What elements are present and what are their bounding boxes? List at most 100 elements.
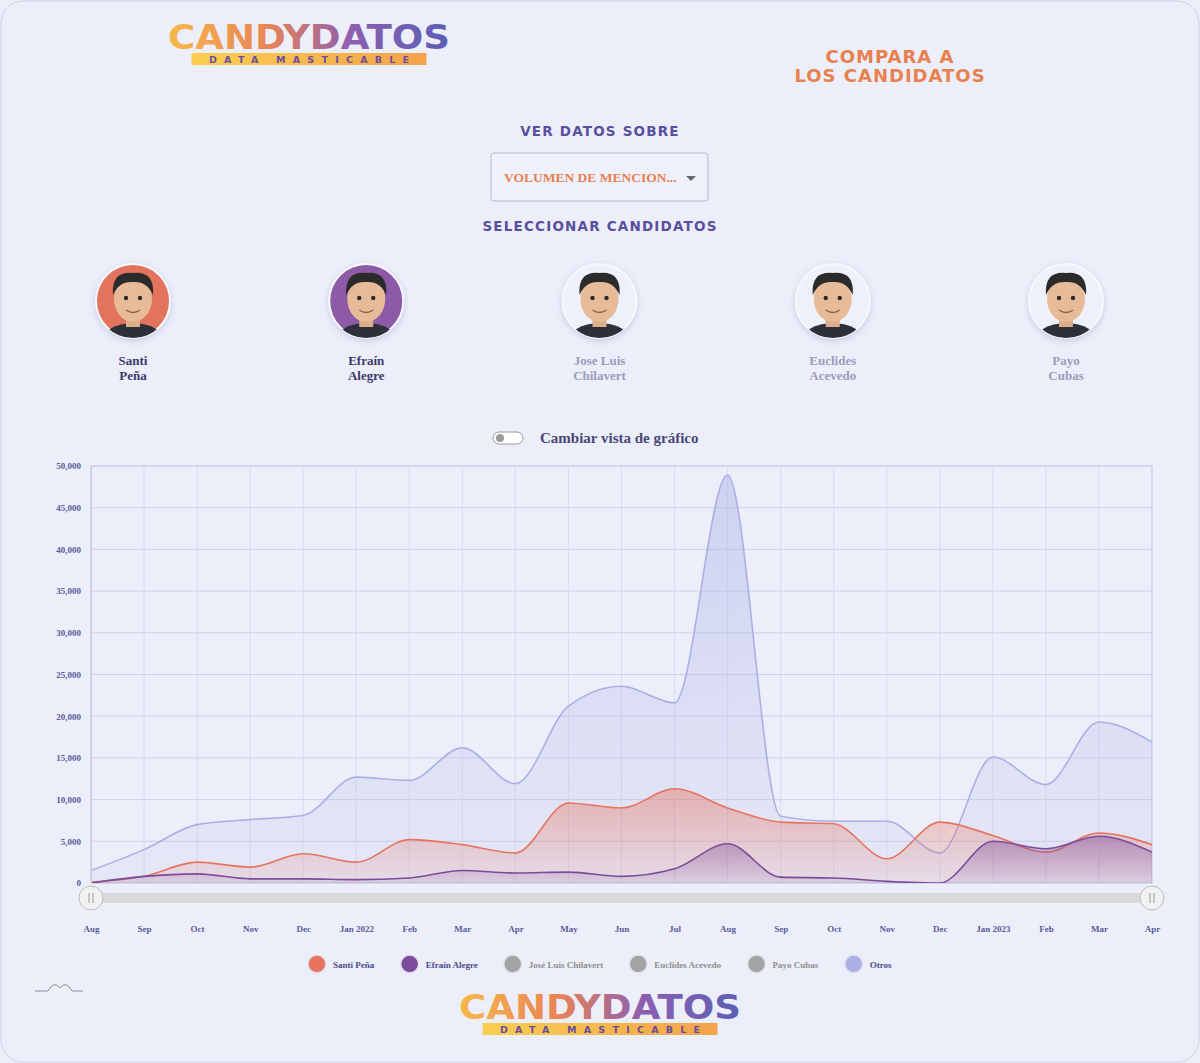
handle-grip[interactable] bbox=[1150, 893, 1151, 903]
legend-label[interactable]: Euclides Acevedo bbox=[654, 960, 721, 970]
legend-swatch[interactable] bbox=[629, 955, 647, 973]
legend-item[interactable]: José Luis Chilavert bbox=[504, 955, 604, 973]
candidate-circle[interactable] bbox=[1029, 264, 1103, 338]
dropdown[interactable]: VOLUMEN DE MENCION... bbox=[491, 153, 708, 201]
candidate-name[interactable]: EfraínAlegre bbox=[348, 353, 385, 383]
legend-item[interactable]: Efraín Alegre bbox=[401, 955, 478, 973]
candidate-circle[interactable] bbox=[563, 264, 637, 338]
legend-item[interactable]: Santi Peña bbox=[308, 955, 375, 973]
legend-label[interactable]: Payo Cubas bbox=[773, 960, 819, 970]
avatar-eye bbox=[604, 296, 608, 300]
legend-item[interactable]: Payo Cubas bbox=[748, 955, 819, 973]
x-tick: Feb bbox=[1039, 918, 1054, 934]
legend-swatch[interactable] bbox=[504, 955, 522, 973]
handle-grip[interactable] bbox=[93, 893, 94, 903]
x-tick: Oct bbox=[827, 918, 841, 934]
dropdown-arrow[interactable] bbox=[686, 176, 696, 181]
handle-knob[interactable] bbox=[1140, 886, 1164, 910]
candidate-name[interactable]: Jose LuisChilavert bbox=[573, 353, 626, 383]
legend-swatch[interactable] bbox=[401, 955, 419, 973]
avatar-eye bbox=[371, 296, 375, 300]
view-toggle[interactable]: Cambiar vista de gráfico bbox=[493, 430, 698, 446]
logo-band bbox=[192, 53, 427, 65]
toggle-track[interactable] bbox=[493, 432, 523, 444]
slider-handle[interactable] bbox=[79, 886, 103, 910]
x-tick-label: Mar bbox=[454, 924, 471, 934]
legend-label[interactable]: Otros bbox=[870, 960, 892, 970]
legend-item[interactable]: Otros bbox=[845, 955, 892, 973]
avatar[interactable] bbox=[334, 273, 398, 363]
x-tick-label: Apr bbox=[508, 924, 524, 934]
page-background bbox=[1, 1, 1199, 1062]
axis-line bbox=[91, 467, 92, 884]
avatar-eye bbox=[1071, 296, 1075, 300]
y-tick-label: 10,000 bbox=[56, 795, 81, 805]
avatar[interactable] bbox=[801, 273, 865, 363]
candidate-circle[interactable] bbox=[329, 264, 403, 338]
x-tick: Feb bbox=[403, 918, 418, 934]
avatar[interactable] bbox=[1034, 273, 1098, 363]
grid-line bbox=[939, 466, 940, 883]
x-tick: Mar bbox=[1091, 918, 1108, 934]
x-tick: Jun bbox=[615, 918, 630, 934]
marks bbox=[91, 475, 1152, 883]
dropdown-value[interactable]: VOLUMEN DE MENCION... bbox=[504, 170, 677, 185]
slider-handle[interactable] bbox=[1140, 886, 1164, 910]
avatar-mouth bbox=[593, 310, 607, 313]
section-label: SELECCIONAR CANDIDATOS bbox=[482, 218, 717, 234]
avatar-eye bbox=[124, 296, 128, 300]
range-slider[interactable] bbox=[79, 886, 1164, 910]
y-tick-label: 0 bbox=[77, 878, 82, 888]
candidate[interactable]: Jose LuisChilavert bbox=[563, 264, 637, 383]
slider-track[interactable] bbox=[91, 893, 1152, 903]
y-tick-label: 45,000 bbox=[56, 503, 81, 513]
candidate-circle[interactable] bbox=[96, 264, 170, 338]
candidate[interactable]: SantiPeña bbox=[96, 264, 170, 383]
legend-swatch[interactable] bbox=[845, 955, 863, 973]
y-tick-label: 25,000 bbox=[56, 670, 81, 680]
x-tick: Sep bbox=[774, 918, 788, 934]
logo-tagline: DATA MASTICABLE bbox=[209, 54, 409, 65]
candidate[interactable]: EfraínAlegre bbox=[329, 264, 403, 383]
y-tick: 30,000 bbox=[56, 628, 91, 638]
x-tick-label: Jul bbox=[669, 924, 682, 934]
candidate-circle[interactable] bbox=[796, 264, 870, 338]
candidate-name[interactable]: PayoCubas bbox=[1048, 353, 1083, 383]
x-tick: Nov bbox=[880, 918, 896, 934]
candidate[interactable]: EuclidesAcevedo bbox=[796, 264, 870, 383]
avatar-eye bbox=[1057, 296, 1061, 300]
x-tick: Aug bbox=[720, 918, 737, 934]
x-tick-label: Sep bbox=[138, 924, 152, 934]
candidate[interactable]: PayoCubas bbox=[1029, 264, 1103, 383]
x-axis: AugSepOctNovDecJan 2022FebMarAprMayJunJu… bbox=[83, 918, 1160, 934]
avatar[interactable] bbox=[568, 273, 632, 363]
series-area bbox=[91, 836, 1152, 883]
legend-item[interactable]: Euclides Acevedo bbox=[629, 955, 721, 973]
y-axis: 05,00010,00015,00020,00025,00030,00035,0… bbox=[56, 461, 91, 888]
x-tick-label: Apr bbox=[1145, 924, 1161, 934]
logo-group: CANDYDATOSDATA MASTICABLE bbox=[459, 987, 741, 1035]
x-tick-label: Dec bbox=[933, 924, 948, 934]
toggle-knob[interactable] bbox=[496, 434, 504, 442]
handle-knob[interactable] bbox=[79, 886, 103, 910]
handle-grip[interactable] bbox=[89, 893, 90, 903]
avatar-hair bbox=[113, 273, 153, 295]
legend-swatch[interactable] bbox=[748, 955, 766, 973]
x-tick: Oct bbox=[191, 918, 205, 934]
plot-frame bbox=[91, 466, 1152, 883]
avatar-mouth bbox=[826, 310, 840, 313]
legend-label[interactable]: Santi Peña bbox=[333, 960, 375, 970]
legend-label[interactable]: Efraín Alegre bbox=[426, 960, 478, 970]
axis-line bbox=[92, 918, 1153, 919]
legend-label[interactable]: José Luis Chilavert bbox=[529, 960, 604, 970]
avatar[interactable] bbox=[101, 273, 165, 363]
y-tick: 50,000 bbox=[56, 461, 91, 471]
legend-swatch[interactable] bbox=[308, 955, 326, 973]
avatar-hair bbox=[579, 273, 619, 295]
candidate-name[interactable]: EuclidesAcevedo bbox=[809, 353, 856, 383]
dropdown-box[interactable] bbox=[491, 153, 708, 201]
toggle-label[interactable]: Cambiar vista de gráfico bbox=[540, 430, 698, 446]
candidate-name[interactable]: SantiPeña bbox=[119, 353, 148, 383]
logo-band bbox=[483, 1023, 718, 1035]
handle-grip[interactable] bbox=[1154, 893, 1155, 903]
